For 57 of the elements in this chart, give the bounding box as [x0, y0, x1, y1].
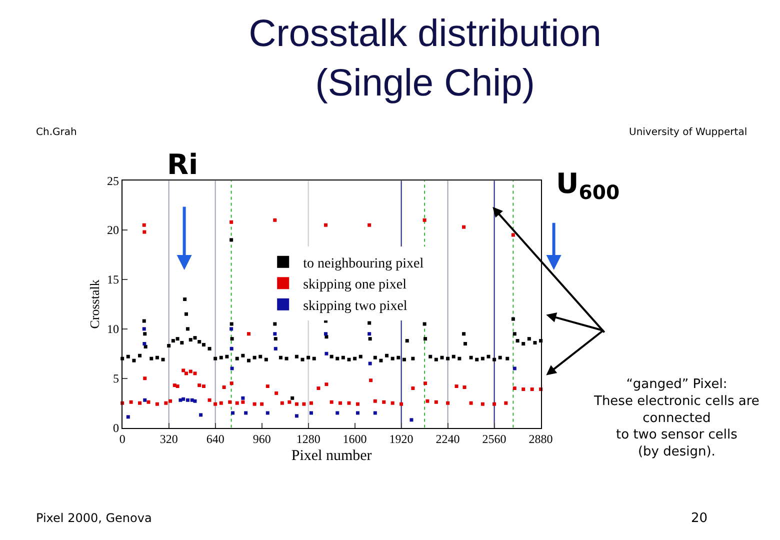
legend-label: skipping two pixel: [303, 298, 408, 314]
y-tick-label: 20: [106, 223, 119, 238]
x-tick-label: 1280: [296, 432, 320, 446]
x-tick-label: 2880: [528, 432, 553, 446]
point: [126, 415, 130, 419]
point: [368, 362, 372, 366]
point: [512, 366, 516, 370]
x-tick-label: 640: [206, 432, 224, 446]
x-tick-label: 1600: [342, 432, 367, 446]
point: [230, 366, 234, 370]
point: [231, 411, 235, 415]
legend-label: to neighbouring pixel: [303, 256, 424, 272]
x-tick-label: 320: [160, 432, 178, 446]
point: [356, 411, 360, 415]
x-tick-label: 1920: [389, 432, 414, 446]
point: [142, 342, 146, 346]
x-tick-label: 960: [252, 432, 271, 446]
point: [178, 398, 182, 402]
text: Pixel 2000, Genova: [36, 511, 152, 525]
point: [294, 414, 298, 418]
text: Ch.Grah: [36, 127, 77, 138]
y-tick-label: 0: [112, 421, 119, 435]
point: [266, 411, 270, 415]
text: “ganged” Pixel: These electronic cells are connected to two sensor cells (by design).: [593, 377, 760, 460]
point: [368, 332, 372, 336]
x-tick-label: 2560: [482, 432, 506, 446]
point: [182, 397, 186, 401]
point: [309, 411, 313, 415]
y-tick-label: 25: [106, 174, 119, 188]
x-axis-title: Pixel number: [291, 448, 372, 464]
text: University of Wuppertal: [629, 127, 748, 138]
point: [186, 398, 190, 402]
x-tick-label: 2240: [436, 432, 460, 446]
text: 20: [691, 511, 708, 526]
point: [410, 418, 414, 422]
point: [143, 398, 147, 402]
chart-title: Crosstalk distribution (Single Chip): [248, 12, 602, 104]
point: [199, 413, 203, 417]
point: [324, 352, 328, 356]
point: [193, 399, 197, 403]
point: [230, 327, 234, 331]
y-axis-title: Crosstalk: [86, 279, 102, 329]
text: U$_{600}$: [556, 167, 620, 204]
y-tick-label: 5: [112, 372, 119, 386]
point: [373, 411, 377, 415]
y-tick-label: 10: [106, 322, 119, 336]
point: [273, 332, 277, 336]
legend-label: skipping one pixel: [303, 278, 407, 293]
point: [244, 411, 248, 415]
y-tick-label: 15: [106, 272, 119, 287]
point: [142, 327, 146, 331]
point: [324, 332, 328, 336]
point: [241, 396, 245, 400]
point: [336, 411, 340, 415]
annotation: Ri: [167, 148, 198, 181]
point: [274, 346, 278, 350]
point: [230, 346, 234, 350]
